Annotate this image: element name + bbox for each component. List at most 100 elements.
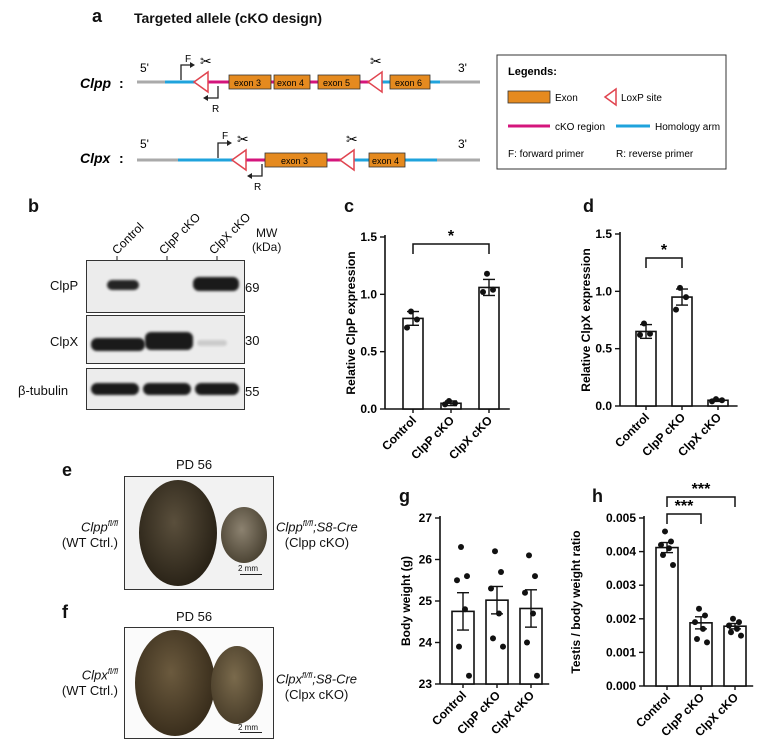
y-tick-label: 0.005 (606, 511, 636, 525)
blot-clpp (86, 260, 245, 313)
y-tick-label: 1.5 (595, 227, 612, 241)
svg-text:✂: ✂ (200, 53, 212, 69)
clpp-reverse-primer-arrow (208, 86, 219, 99)
mw-clpp: 69 (245, 280, 260, 295)
data-point (719, 397, 725, 404)
band-tubulin-clpp-cko (143, 383, 191, 395)
panel-label-a: a (92, 6, 103, 26)
panel-label-g: g (399, 486, 410, 506)
y-tick-label: 23 (419, 677, 433, 691)
legend-forward-primer: F: forward primer (508, 149, 585, 160)
lane-label-clpx-cko: ClpX cKO (206, 210, 253, 257)
panel-label-h: h (592, 486, 603, 506)
clpp-f-label: F (185, 54, 191, 65)
mw-header: MW (kDa) (252, 226, 281, 254)
data-point (480, 289, 486, 296)
y-tick-label: 24 (419, 636, 433, 650)
blot-tubulin (86, 368, 245, 410)
data-point (534, 672, 540, 679)
panel-e-title: PD 56 (176, 457, 213, 472)
y-tick-label: 1.0 (360, 287, 377, 301)
legend-exon-label: Exon (555, 93, 578, 104)
panel-f-left-label: Clpxfl/fl (WT Ctrl.) (61, 667, 118, 699)
x-tick-label: ClpP cKO (408, 413, 457, 462)
blot-lane-labels: Control ClpP cKO ClpX cKO (109, 210, 253, 263)
x-tick-label: Control (379, 413, 419, 453)
clpp-exon-5 (317, 74, 361, 90)
data-point (490, 635, 496, 642)
x-tick-label: ClpP cKO (454, 688, 503, 737)
clpp-3prime: 3' (458, 61, 467, 75)
y-tick-label: 0.000 (606, 679, 636, 693)
significance-bracket (666, 513, 702, 524)
data-point (462, 606, 468, 613)
clpp-forward-primer-arrow (180, 64, 190, 80)
mw-unit: (kDa) (252, 240, 282, 254)
clpp-r-label: R (212, 104, 219, 115)
scale-bar-e-label: 2 mm (238, 564, 258, 573)
clpx-exon-4 (368, 152, 406, 168)
mw-label: MW (256, 226, 278, 240)
y-tick-label: 1.0 (595, 284, 612, 298)
y-tick-label: 0.003 (606, 578, 636, 592)
data-point (498, 568, 504, 575)
y-tick-label: 26 (419, 553, 433, 567)
clpx-exon-4-label: exon 4 (372, 156, 399, 166)
bar (402, 317, 424, 410)
x-tick-label: Control (612, 410, 652, 450)
band-clpp-control (107, 280, 139, 290)
data-point (700, 625, 706, 632)
y-tick-label: 0.001 (606, 645, 636, 659)
y-tick-label: 0.004 (606, 545, 636, 559)
x-tick-label: ClpP cKO (639, 410, 688, 459)
legend-loxp-label: LoxP site (621, 93, 662, 104)
band-tubulin-control (91, 383, 139, 395)
data-point (713, 396, 719, 403)
clpx-3prime: 3' (458, 137, 467, 151)
clpx-5prime: 5' (140, 137, 149, 151)
data-point (647, 330, 653, 337)
lane-label-control: Control (109, 220, 146, 257)
data-point (666, 545, 672, 552)
data-point (442, 401, 448, 408)
y-tick-label: 27 (419, 511, 433, 525)
clpp-scissors-icon-2: ✂ (370, 53, 382, 69)
data-point (446, 397, 452, 404)
legend-box (496, 54, 727, 170)
svg-text:✂: ✂ (346, 131, 358, 147)
data-point (414, 316, 420, 323)
y-tick-label: 0.0 (360, 402, 377, 416)
data-point (532, 573, 538, 580)
clpp-exon-4 (273, 74, 311, 90)
data-point (709, 398, 715, 405)
x-tick-label: Control (633, 690, 673, 730)
bar (635, 330, 657, 407)
panel-f-title: PD 56 (176, 609, 213, 624)
data-point (641, 320, 647, 327)
clpx-loxp-1 (230, 148, 247, 172)
data-point (456, 643, 462, 650)
mw-clpx: 30 (245, 333, 260, 348)
blot-label-clpx: ClpX (50, 334, 79, 349)
panel-label-f: f (62, 602, 68, 622)
significance-marker: *** (675, 498, 694, 515)
data-point (704, 639, 710, 646)
data-point (673, 306, 679, 313)
clpx-exon-3-label: exon 3 (281, 156, 308, 166)
bar (723, 625, 747, 687)
bar (478, 286, 500, 410)
gene-diagrams: Clpp : 5' 3' exon 3 exon 4 exon 5 exon 6… (80, 53, 727, 193)
clpp-scissors-icon-1: ✂ (200, 53, 212, 69)
significance-marker: *** (692, 481, 711, 498)
clpp-loxp-1 (192, 70, 209, 94)
data-point (730, 615, 736, 622)
clpp-5prime: 5' (140, 61, 149, 75)
panel-e-right-label: Clppfl/fl;S8-Cre (Clpp cKO) (276, 519, 358, 551)
y-axis-label: Relative ClpX expression (579, 248, 593, 391)
data-point (683, 294, 689, 301)
clpx-scissors-icon-1: ✂ (237, 131, 249, 147)
clpx-exon-3 (264, 152, 328, 168)
clpx-r-label: R (254, 182, 261, 193)
data-point (677, 284, 683, 291)
x-tick-label: ClpX cKO (692, 690, 741, 739)
